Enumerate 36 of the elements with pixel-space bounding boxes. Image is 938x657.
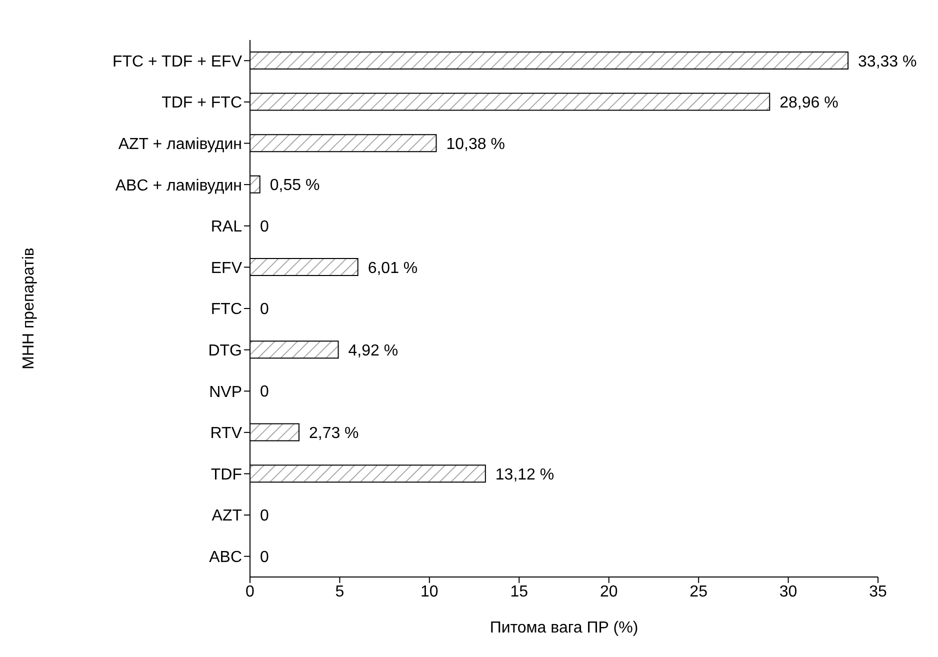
y-tick-label: RTV: [210, 425, 242, 442]
x-tick-label: 5: [335, 583, 344, 600]
data-label: 6,01 %: [368, 260, 418, 277]
y-tick-label: AZT + ламівудин: [118, 136, 242, 153]
x-tick-label: 0: [246, 583, 255, 600]
y-tick-label: AZT: [212, 508, 242, 525]
data-label: 0: [260, 218, 269, 236]
y-tick-label: FTC + TDF + EFV: [112, 53, 242, 70]
data-label: 10,38 %: [446, 136, 505, 153]
data-label: 0: [260, 301, 269, 318]
x-tick-label: 20: [600, 583, 618, 600]
x-tick-label: 10: [420, 583, 438, 600]
x-tick-label: 30: [779, 583, 798, 600]
data-label: 4,92 %: [348, 342, 398, 360]
y-tick-label: FTC: [210, 301, 242, 318]
y-tick-label: ABC: [209, 549, 242, 566]
x-tick-label: 25: [690, 583, 708, 600]
data-label: 33,33 %: [858, 53, 917, 70]
y-tick-label: NVP: [209, 384, 242, 401]
y-tick-label: EFV: [210, 260, 242, 277]
x-tick-label: 35: [869, 583, 887, 600]
y-tick-label: TDF: [210, 466, 242, 484]
data-label: 0,55 %: [270, 177, 320, 194]
y-axis-title: МНН препаратів: [20, 248, 38, 370]
y-tick-label: ABC + ламівудин: [115, 177, 242, 194]
data-label: 0: [260, 384, 269, 401]
data-label: 2,73 %: [308, 425, 359, 442]
y-tick-label: TDF + FTC: [162, 94, 242, 112]
data-label: 28,96 %: [780, 94, 838, 112]
data-label: 0: [260, 508, 269, 525]
data-label: 0: [260, 548, 269, 566]
x-axis-title: Питома вага ПР (%): [490, 619, 638, 636]
y-tick-label: RAL: [210, 218, 242, 236]
x-tick-label: 15: [510, 583, 528, 600]
y-tick-label: DTG: [208, 342, 242, 360]
data-label: 13,12 %: [495, 466, 554, 484]
